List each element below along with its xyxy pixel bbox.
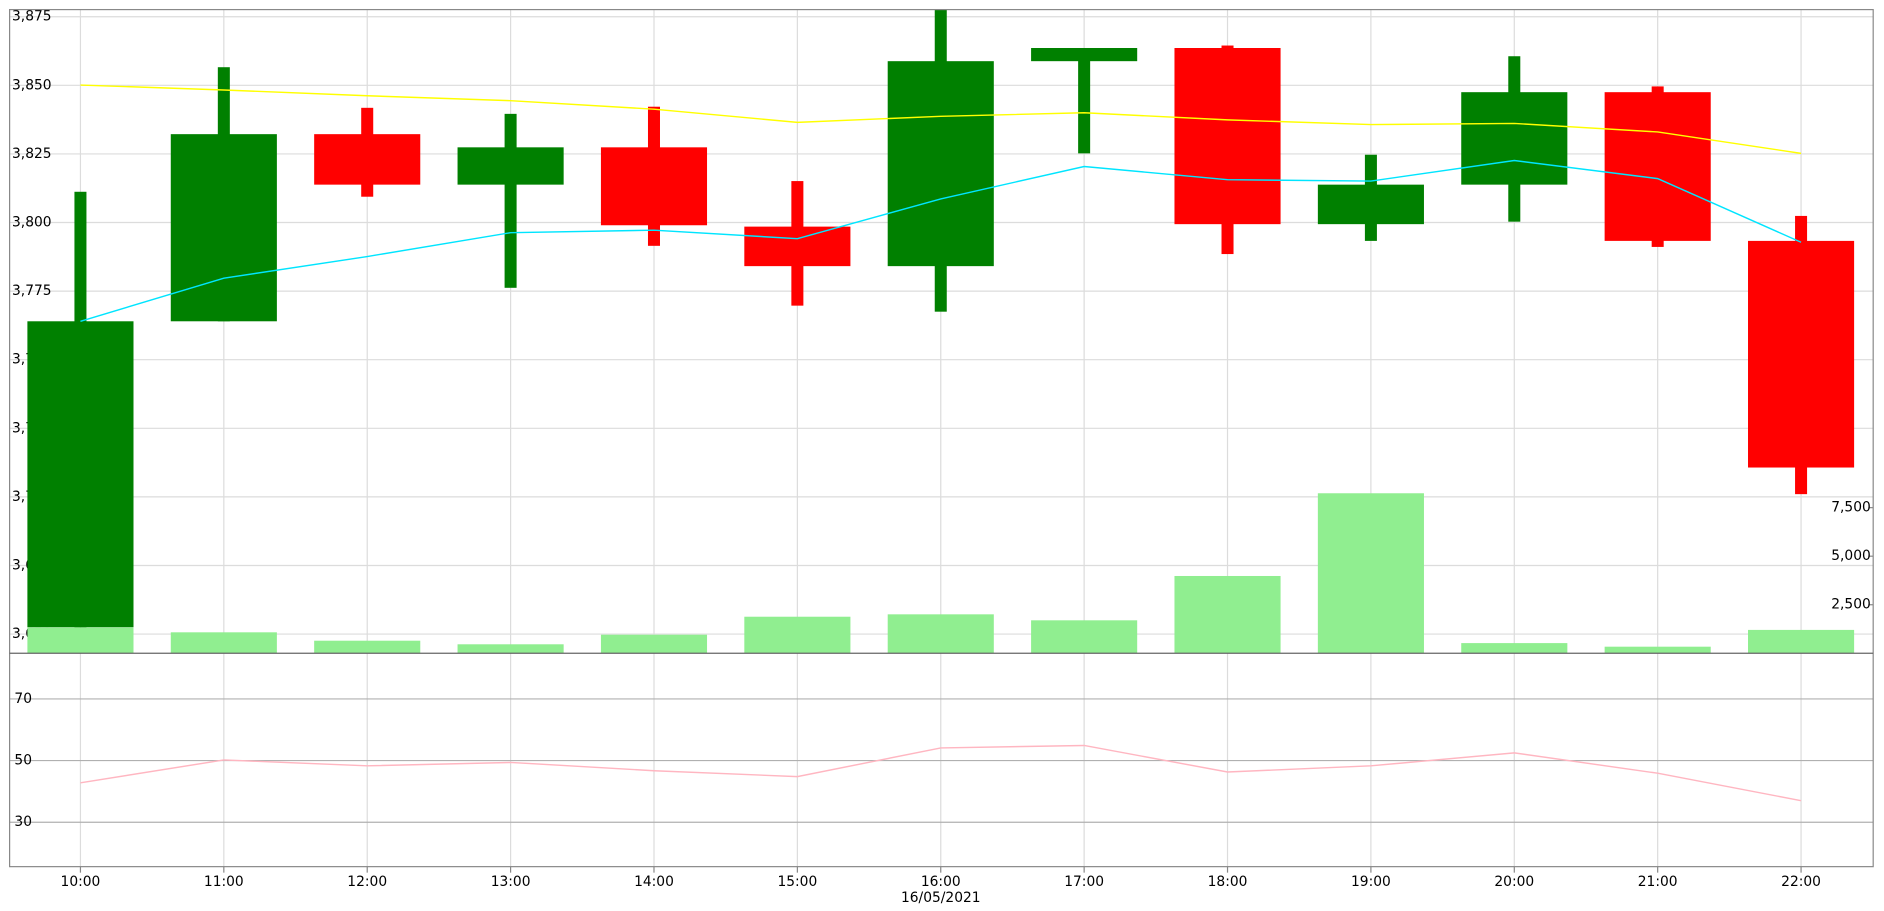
volume-bar <box>27 627 134 654</box>
volume-bar <box>1604 646 1711 654</box>
candle-body <box>1174 48 1281 225</box>
volume-bar <box>1174 575 1281 654</box>
y-tick-label: 3,825 <box>12 146 52 162</box>
plot-frame <box>9 8 1874 868</box>
volume-bar <box>1461 643 1568 654</box>
candle-body <box>1604 92 1711 241</box>
candle-body <box>1461 92 1568 185</box>
y2-tick-label: 7,500 <box>1831 500 1871 516</box>
x-tick-label: 12:00 <box>347 874 387 890</box>
volume-bar <box>744 616 851 654</box>
candle-body <box>1317 184 1424 225</box>
y-tick-label: 3,800 <box>12 215 52 231</box>
y-tick-label: 50 <box>14 753 32 769</box>
x-tick-label: 15:00 <box>777 874 817 890</box>
candle-wick <box>1078 48 1091 154</box>
volume-bar <box>1748 629 1855 654</box>
x-tick-label: 18:00 <box>1208 874 1248 890</box>
x-tick-label: 19:00 <box>1351 874 1391 890</box>
candle-body <box>314 134 421 185</box>
volume-bar <box>600 634 708 654</box>
line <box>80 159 1802 322</box>
volume-bar <box>887 614 994 654</box>
candle-body <box>457 147 564 185</box>
candle-body <box>600 147 708 226</box>
x-tick-label: 14:00 <box>634 874 674 890</box>
y-tick-label: 3,775 <box>12 283 52 299</box>
x-axis-label: 16/05/2021 <box>901 890 981 906</box>
y-tick-label: 70 <box>14 691 32 707</box>
candle-body <box>1748 240 1855 468</box>
x-tick-label: 22:00 <box>1781 874 1821 890</box>
line <box>80 84 1802 155</box>
candle-body <box>170 134 277 322</box>
y-tick-label: 3,875 <box>12 9 52 25</box>
candle-wick <box>504 113 517 288</box>
volume-bar <box>1031 620 1138 654</box>
y-tick-label: 3,850 <box>12 77 52 93</box>
volume-bar <box>170 632 277 654</box>
x-tick-label: 13:00 <box>491 874 531 890</box>
candle-body <box>744 226 851 267</box>
x-tick-label: 11:00 <box>204 874 244 890</box>
x-tick-label: 21:00 <box>1638 874 1678 890</box>
x-tick-label: 16:00 <box>921 874 961 890</box>
x-tick-label: 10:00 <box>61 874 101 890</box>
y-tick-label: 30 <box>14 814 32 830</box>
volume-bar <box>457 644 564 654</box>
volume-bar <box>1317 493 1424 654</box>
volume-bar <box>314 640 421 654</box>
x-tick-label: 20:00 <box>1494 874 1534 890</box>
y2-tick-label: 5,000 <box>1831 548 1871 564</box>
x-tick-label: 17:00 <box>1064 874 1104 890</box>
candle-body <box>1031 48 1138 62</box>
candle-body <box>27 321 134 628</box>
y2-tick-label: 2,500 <box>1831 597 1871 613</box>
candle-body <box>887 61 994 267</box>
line <box>80 744 1802 802</box>
